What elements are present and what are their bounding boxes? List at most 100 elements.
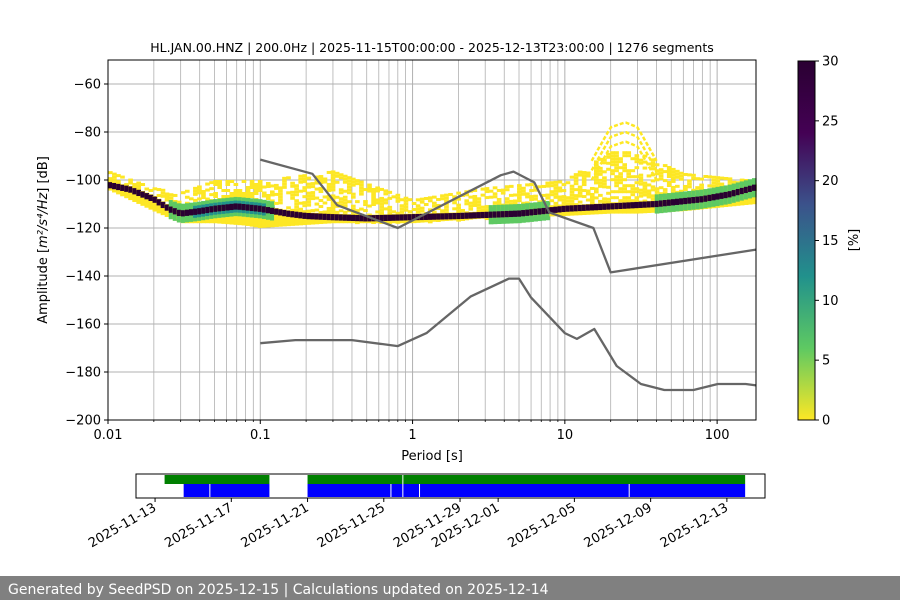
density-cell — [136, 184, 141, 188]
density-cell — [743, 186, 749, 194]
density-cell — [160, 188, 166, 192]
density-cell — [444, 205, 449, 209]
density-cell — [472, 188, 478, 192]
density-cell — [346, 176, 352, 180]
density-cell — [577, 185, 583, 189]
density-cell — [359, 192, 364, 196]
density-cell — [379, 199, 384, 203]
density-cell — [407, 214, 413, 221]
density-cell — [642, 184, 648, 188]
density-cell — [278, 198, 283, 202]
density-cell — [472, 200, 478, 204]
density-cell — [484, 208, 490, 212]
density-cell — [359, 189, 364, 193]
density-cell — [257, 180, 263, 183]
density-cell — [278, 192, 283, 196]
density-cell — [610, 203, 615, 210]
density-cell — [229, 192, 235, 195]
density-cell — [334, 171, 340, 175]
density-cell — [476, 212, 482, 219]
density-cell — [326, 209, 332, 213]
density-cell — [577, 194, 583, 198]
y-tick-label: −100 — [65, 174, 101, 189]
y-axis-label: Amplitude [m²/s⁴/Hz] [dB] — [36, 156, 51, 324]
density-cell — [630, 187, 636, 191]
density-cell — [529, 209, 534, 216]
density-cell — [375, 198, 380, 202]
density-cell — [687, 179, 692, 183]
density-cell — [658, 192, 664, 196]
density-cell — [294, 199, 299, 203]
density-cell — [480, 187, 486, 191]
density-cell — [456, 203, 461, 207]
density-cell — [427, 196, 433, 200]
density-cell — [545, 184, 551, 188]
density-cell — [614, 202, 619, 210]
density-cell — [513, 199, 518, 203]
density-cell — [367, 186, 372, 190]
density-cell — [197, 185, 202, 189]
density-cell — [338, 214, 344, 221]
density-cell — [569, 202, 575, 206]
density-cell — [622, 190, 627, 194]
density-cell — [573, 173, 579, 177]
density-cell — [306, 176, 312, 180]
density-cell — [488, 189, 494, 193]
density-cell — [626, 154, 632, 158]
density-cell — [225, 195, 231, 198]
density-cell — [156, 188, 162, 192]
density-cell — [521, 189, 526, 193]
density-cell — [302, 174, 308, 178]
density-cell — [634, 157, 640, 161]
density-cell — [270, 190, 275, 194]
density-cell — [687, 182, 692, 186]
density-cell — [330, 200, 336, 204]
density-cell — [468, 207, 474, 211]
density-cell — [452, 212, 457, 220]
density-cell — [184, 195, 190, 199]
density-cell — [638, 182, 644, 186]
density-cell — [160, 191, 166, 195]
density-cell — [634, 196, 640, 200]
density-cell — [322, 210, 328, 214]
density-cell — [294, 211, 299, 218]
density-cell — [278, 209, 283, 216]
density-cell — [691, 197, 696, 204]
density-cell — [326, 206, 332, 210]
density-cell — [440, 213, 445, 220]
density-cell — [646, 189, 652, 193]
density-cell — [699, 186, 704, 190]
density-cell — [326, 197, 332, 201]
density-cell — [606, 200, 611, 204]
timeline-tick-label: 2025-12-13 — [658, 500, 731, 551]
density-cell — [553, 183, 559, 187]
density-cell — [670, 185, 676, 189]
density-cell — [270, 193, 275, 197]
density-cell — [375, 215, 380, 222]
density-cell — [598, 181, 603, 185]
density-cell — [440, 197, 445, 201]
y-tick-label: −80 — [74, 126, 101, 141]
density-cell — [334, 174, 340, 178]
density-cell — [265, 196, 271, 200]
density-cell — [496, 200, 502, 204]
density-cell — [711, 175, 717, 179]
density-cell — [666, 199, 672, 206]
density-cell — [286, 206, 291, 210]
density-cell — [379, 208, 384, 212]
density-cell — [504, 200, 510, 204]
density-cell — [120, 175, 125, 179]
density-cell — [638, 173, 644, 177]
density-cell — [124, 183, 129, 187]
density-cell — [136, 189, 141, 204]
timeline-tick-label: 2025-11-25 — [315, 500, 388, 551]
density-cell — [351, 214, 356, 222]
density-cell — [500, 191, 506, 195]
density-cell — [646, 195, 652, 199]
density-cell — [314, 187, 320, 191]
density-cell — [318, 211, 324, 215]
density-cell — [626, 190, 632, 194]
density-cell — [679, 198, 684, 205]
density-cell — [622, 196, 627, 200]
density-cell — [585, 189, 591, 193]
